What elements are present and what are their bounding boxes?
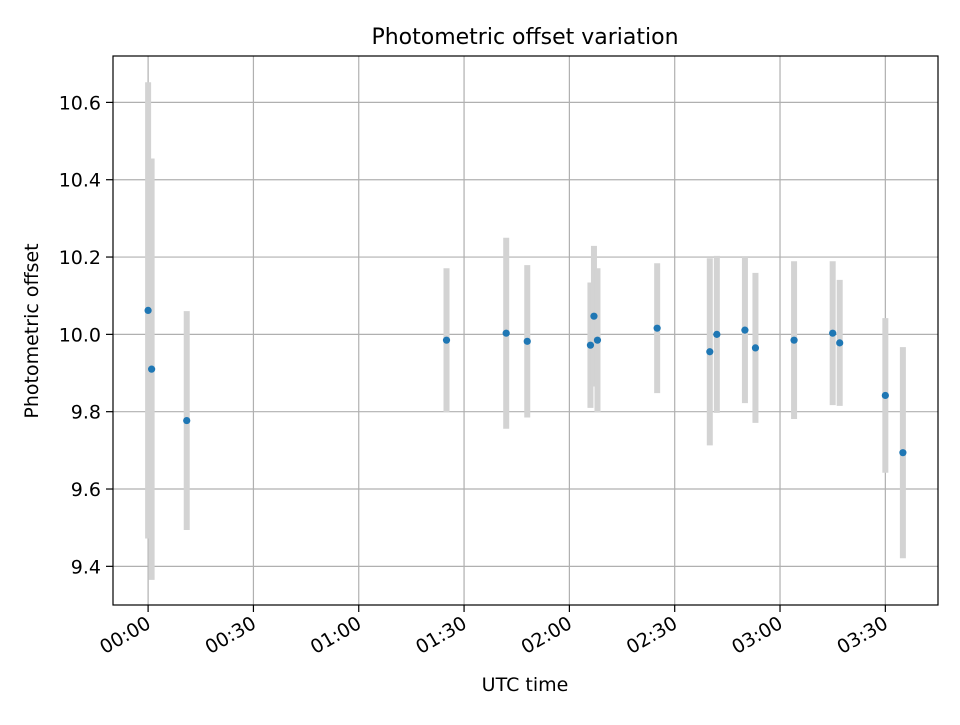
data-point <box>713 330 721 338</box>
y-tick-label: 10.4 <box>59 170 101 192</box>
y-tick-label: 9.8 <box>71 402 101 424</box>
grid-layer <box>113 56 938 605</box>
y-tick-label: 10.6 <box>59 92 101 114</box>
y-tick-label: 10.0 <box>59 324 101 346</box>
data-point <box>899 449 907 457</box>
x-axis-label: UTC time <box>482 674 569 696</box>
data-point <box>183 416 191 425</box>
data-point <box>593 336 602 344</box>
data-point <box>523 337 531 345</box>
y-tick-label: 10.2 <box>59 247 101 269</box>
data-point <box>586 341 595 349</box>
data-point <box>442 336 451 344</box>
y-axis-label: Photometric offset <box>21 243 43 418</box>
y-tick-layer: 9.4 9.6 9.8 10.0 10.2 10.4 10.6 <box>59 92 113 578</box>
point-layer <box>144 306 907 457</box>
data-point <box>790 336 798 344</box>
data-point <box>741 326 749 334</box>
data-point <box>502 329 510 337</box>
data-point <box>706 348 714 356</box>
y-tick-label: 9.4 <box>71 556 101 578</box>
data-point <box>144 306 152 314</box>
data-point <box>148 365 156 373</box>
data-point <box>836 339 844 347</box>
data-point <box>751 344 760 352</box>
y-tick-label: 9.6 <box>71 479 101 501</box>
chart-title: Photometric offset variation <box>371 25 678 50</box>
data-point <box>829 329 837 337</box>
data-point <box>653 324 661 332</box>
plot-area-frame <box>112 55 939 606</box>
data-point <box>590 312 598 320</box>
data-point <box>881 391 889 400</box>
